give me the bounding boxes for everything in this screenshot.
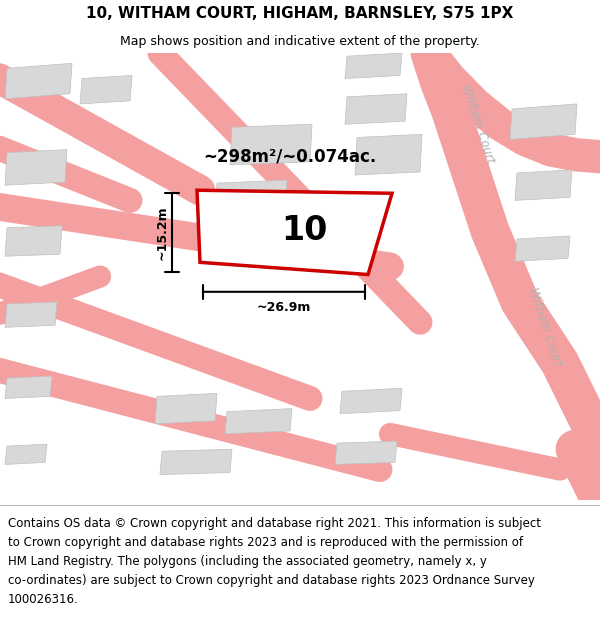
Polygon shape: [335, 441, 397, 464]
Text: Contains OS data © Crown copyright and database right 2021. This information is : Contains OS data © Crown copyright and d…: [8, 517, 541, 530]
Polygon shape: [215, 180, 287, 216]
Polygon shape: [515, 236, 570, 261]
Polygon shape: [340, 388, 402, 414]
Polygon shape: [345, 94, 407, 124]
Polygon shape: [235, 208, 320, 248]
Text: to Crown copyright and database rights 2023 and is reproduced with the permissio: to Crown copyright and database rights 2…: [8, 536, 523, 549]
Polygon shape: [5, 302, 57, 328]
Text: ~298m²/~0.074ac.: ~298m²/~0.074ac.: [203, 148, 377, 166]
Polygon shape: [5, 63, 72, 99]
Text: ~26.9m: ~26.9m: [257, 301, 311, 314]
Polygon shape: [5, 149, 67, 185]
Polygon shape: [515, 170, 572, 201]
Polygon shape: [235, 208, 320, 248]
Text: 10, WITHAM COURT, HIGHAM, BARNSLEY, S75 1PX: 10, WITHAM COURT, HIGHAM, BARNSLEY, S75 …: [86, 6, 514, 21]
Polygon shape: [5, 444, 47, 464]
Polygon shape: [230, 124, 312, 165]
Polygon shape: [5, 226, 62, 256]
Polygon shape: [5, 376, 52, 399]
Text: co-ordinates) are subject to Crown copyright and database rights 2023 Ordnance S: co-ordinates) are subject to Crown copyr…: [8, 574, 535, 587]
Text: Map shows position and indicative extent of the property.: Map shows position and indicative extent…: [120, 35, 480, 48]
Polygon shape: [345, 53, 402, 79]
Text: 10: 10: [281, 214, 328, 247]
Polygon shape: [225, 409, 292, 434]
Polygon shape: [155, 393, 217, 424]
Text: Witham Court: Witham Court: [526, 286, 564, 368]
Text: 100026316.: 100026316.: [8, 593, 79, 606]
Polygon shape: [510, 104, 577, 139]
Polygon shape: [355, 134, 422, 175]
Text: ~15.2m: ~15.2m: [155, 205, 169, 260]
Text: HM Land Registry. The polygons (including the associated geometry, namely x, y: HM Land Registry. The polygons (includin…: [8, 555, 487, 568]
Polygon shape: [160, 449, 232, 474]
Polygon shape: [197, 190, 392, 274]
Polygon shape: [80, 76, 132, 104]
Text: Witham Court: Witham Court: [459, 83, 497, 165]
